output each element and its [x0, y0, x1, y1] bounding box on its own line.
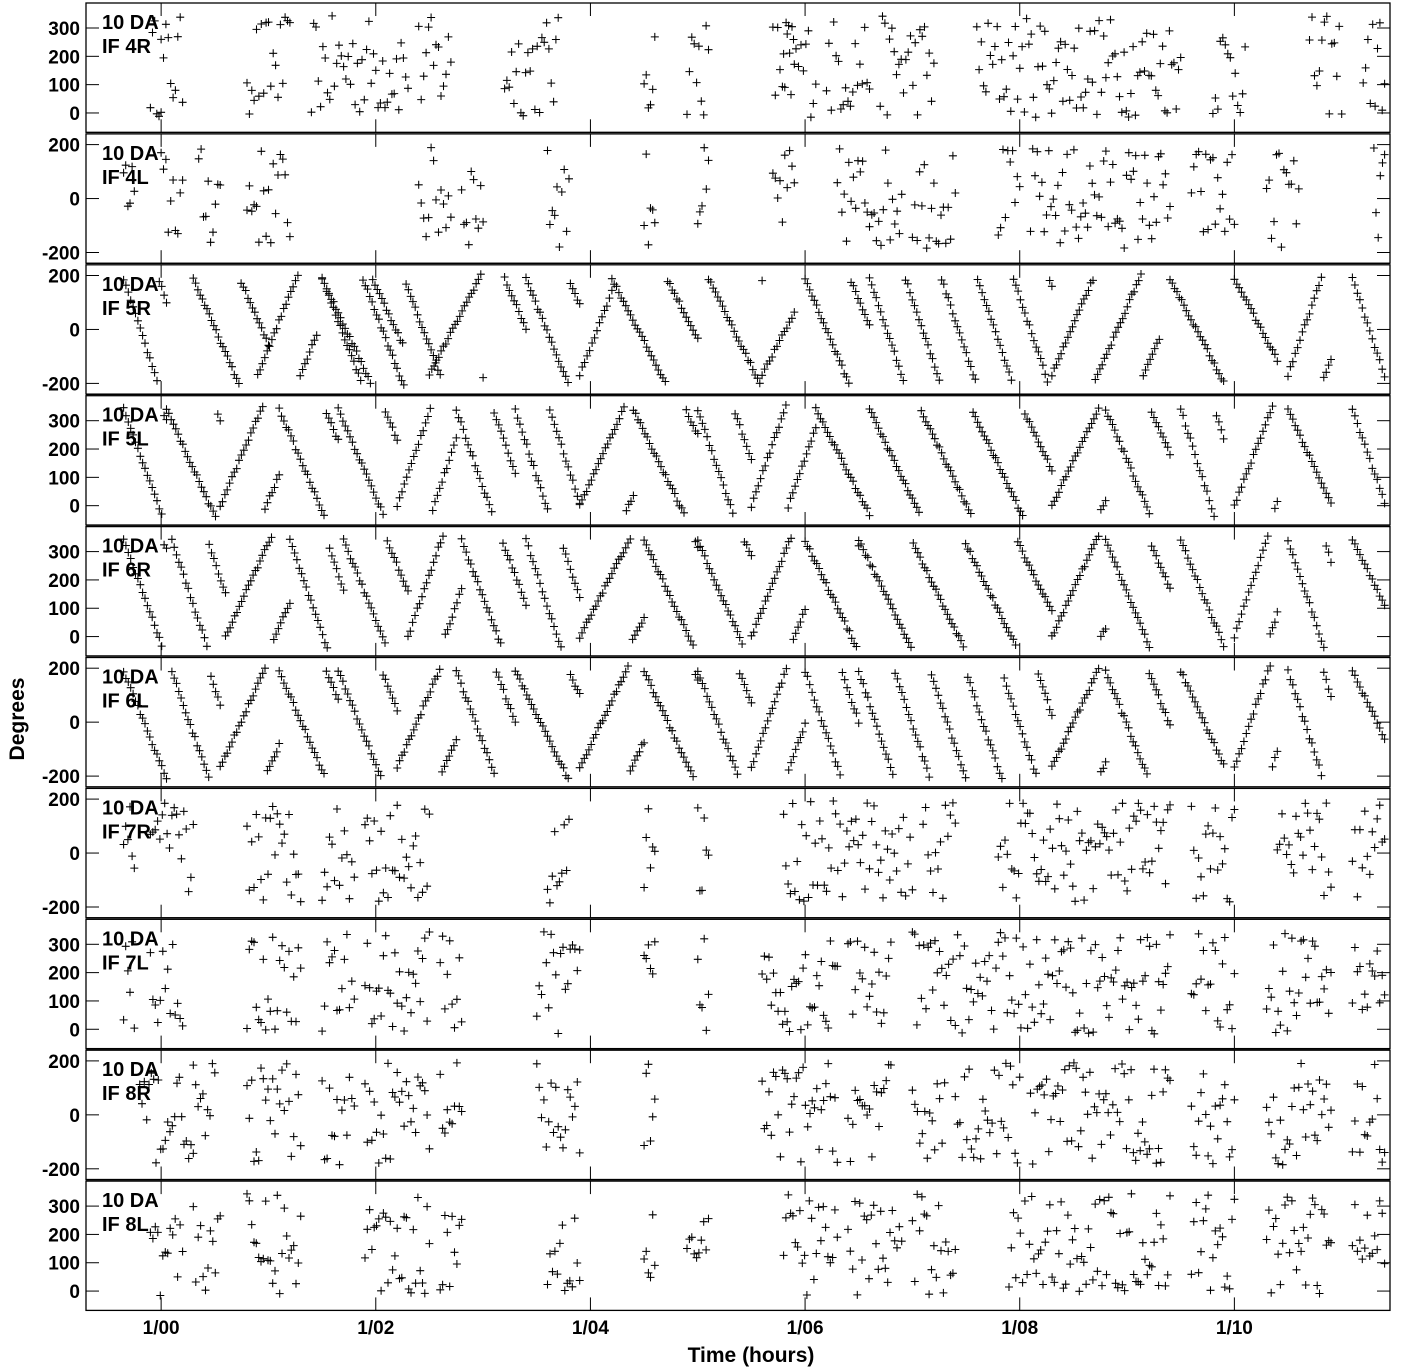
panel-label-line2: IF 4R: [102, 36, 151, 58]
y-tick-label: -200: [42, 767, 80, 788]
x-tick-label: 1/04: [572, 1318, 609, 1339]
data-points: [119, 532, 1389, 652]
y-tick-label: 200: [48, 1225, 80, 1246]
x-tick-label: 1/10: [1216, 1318, 1253, 1339]
data-points: [146, 11, 1389, 122]
y-tick-label: 200: [48, 266, 80, 287]
data-points: [119, 662, 1389, 783]
y-tick-label: 0: [69, 628, 80, 649]
panel-label-line2: IF 7L: [102, 952, 149, 974]
y-tick-label: 0: [69, 104, 80, 125]
panel-label-line1: 10 DA: [102, 405, 159, 427]
x-tick-label: 1/06: [787, 1318, 824, 1339]
y-tick-label: 300: [48, 19, 80, 40]
panel-label-line1: 10 DA: [102, 667, 159, 689]
y-tick-label: 100: [48, 599, 80, 620]
panel-label-line2: IF 8R: [102, 1083, 151, 1105]
y-tick-label: 0: [69, 1020, 80, 1041]
y-tick-label: 200: [48, 790, 80, 811]
panel-label-line1: 10 DA: [102, 536, 159, 558]
y-tick-label: 200: [48, 136, 80, 157]
panel-label-line1: 10 DA: [102, 1059, 159, 1081]
data-points: [119, 927, 1389, 1038]
x-tick-label: 1/02: [357, 1318, 394, 1339]
panel-frame: [85, 1180, 1391, 1312]
panel-label-line2: IF 5L: [102, 429, 149, 451]
panel-label-line1: 10 DA: [102, 12, 159, 34]
y-tick-label: 100: [48, 76, 80, 97]
data-points: [119, 270, 1389, 389]
y-tick-label: 200: [48, 571, 80, 592]
x-axis-title: Time (hours): [688, 1344, 815, 1367]
data-points: [119, 143, 1389, 253]
panel-frame: [85, 133, 1391, 264]
y-tick-label: 100: [48, 1254, 80, 1275]
y-tick-label: 0: [69, 1106, 80, 1127]
data-points: [119, 401, 1389, 521]
panel-label-line2: IF 8L: [102, 1214, 149, 1236]
panel-label-line1: 10 DA: [102, 274, 159, 296]
panel-label-line2: IF 4L: [102, 167, 149, 189]
panel-frame: [85, 525, 1391, 657]
panel-label-line2: IF 7R: [102, 821, 151, 843]
y-tick-label: 300: [48, 543, 80, 564]
panel-label-line2: IF 6R: [102, 560, 151, 582]
panel-frame: [85, 264, 1391, 395]
y-tick-label: 300: [48, 412, 80, 433]
data-points: [146, 1189, 1389, 1300]
y-tick-label: -200: [42, 1160, 80, 1181]
panel-label-line1: 10 DA: [102, 928, 159, 950]
panel-label-line2: IF 5R: [102, 298, 151, 320]
y-tick-label: 200: [48, 1052, 80, 1073]
y-tick-label: 0: [69, 190, 80, 211]
y-tick-label: 0: [69, 844, 80, 865]
y-tick-label: -200: [42, 898, 80, 919]
y-tick-label: 0: [69, 713, 80, 734]
y-tick-label: 0: [69, 320, 80, 341]
y-tick-label: 200: [48, 440, 80, 461]
x-tick-label: 1/00: [143, 1318, 180, 1339]
y-axis-title: Degrees: [6, 678, 29, 761]
data-points: [119, 797, 1389, 907]
y-tick-label: 200: [48, 964, 80, 985]
x-tick-label: 1/08: [1001, 1318, 1038, 1339]
y-tick-label: 0: [69, 497, 80, 518]
data-points: [135, 1058, 1389, 1169]
y-tick-label: 0: [69, 1282, 80, 1303]
panel-label-line1: 10 DA: [102, 1190, 159, 1212]
panel-label-line1: 10 DA: [102, 143, 159, 165]
panel-label-line2: IF 6L: [102, 691, 149, 713]
y-tick-label: 300: [48, 935, 80, 956]
y-tick-label: 100: [48, 992, 80, 1013]
y-tick-label: -200: [42, 374, 80, 395]
y-tick-label: 100: [48, 468, 80, 489]
y-tick-label: 200: [48, 47, 80, 68]
y-tick-label: 200: [48, 659, 80, 680]
y-tick-label: -200: [42, 244, 80, 265]
y-tick-label: 300: [48, 1197, 80, 1218]
panel-frame: [85, 2, 1391, 133]
